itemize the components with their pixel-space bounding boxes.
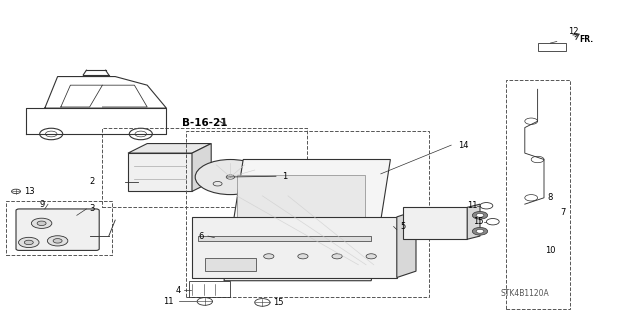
Text: 11: 11 (467, 201, 477, 210)
Polygon shape (192, 217, 397, 278)
Circle shape (53, 239, 62, 243)
Text: B-16-21: B-16-21 (182, 118, 228, 128)
Polygon shape (403, 207, 467, 239)
Text: 15: 15 (273, 298, 283, 307)
Text: 2: 2 (90, 177, 95, 186)
Polygon shape (397, 211, 416, 278)
Circle shape (366, 254, 376, 259)
Text: 11: 11 (163, 297, 173, 306)
Bar (506, 80, 570, 309)
Bar (205, 258, 256, 271)
Bar (189, 281, 230, 297)
Bar (198, 236, 371, 241)
Circle shape (476, 229, 484, 233)
Text: 9: 9 (40, 200, 45, 209)
Bar (6, 201, 112, 255)
Circle shape (47, 236, 68, 246)
Text: 10: 10 (545, 246, 556, 255)
Circle shape (195, 160, 266, 195)
Circle shape (12, 189, 20, 194)
Circle shape (472, 227, 488, 235)
Polygon shape (467, 204, 480, 239)
Polygon shape (128, 153, 192, 191)
Circle shape (476, 213, 484, 217)
Text: FR.: FR. (579, 35, 593, 44)
Bar (538, 43, 566, 51)
Circle shape (24, 240, 33, 245)
Text: 4: 4 (176, 286, 181, 295)
Bar (186, 131, 429, 297)
Text: 15: 15 (473, 217, 483, 226)
Text: 8: 8 (547, 193, 552, 202)
Circle shape (298, 254, 308, 259)
Text: 3: 3 (90, 204, 95, 213)
Circle shape (19, 237, 39, 248)
Circle shape (486, 219, 499, 225)
Text: 6: 6 (198, 232, 204, 241)
Bar (237, 175, 365, 265)
Text: STK4B1120A: STK4B1120A (500, 289, 549, 298)
Bar (102, 128, 307, 207)
Polygon shape (192, 144, 211, 191)
Text: 13: 13 (24, 187, 35, 196)
Circle shape (264, 254, 274, 259)
Circle shape (472, 211, 488, 219)
Text: 12: 12 (568, 27, 579, 36)
Circle shape (37, 221, 46, 226)
Text: 7: 7 (560, 208, 565, 217)
Circle shape (332, 254, 342, 259)
Circle shape (480, 203, 493, 209)
Circle shape (226, 175, 235, 179)
Circle shape (31, 218, 52, 228)
Text: 5: 5 (400, 222, 405, 231)
FancyBboxPatch shape (16, 209, 99, 250)
Polygon shape (128, 144, 211, 153)
Polygon shape (224, 160, 390, 281)
Text: 14: 14 (458, 141, 468, 150)
Text: 1: 1 (227, 172, 287, 181)
